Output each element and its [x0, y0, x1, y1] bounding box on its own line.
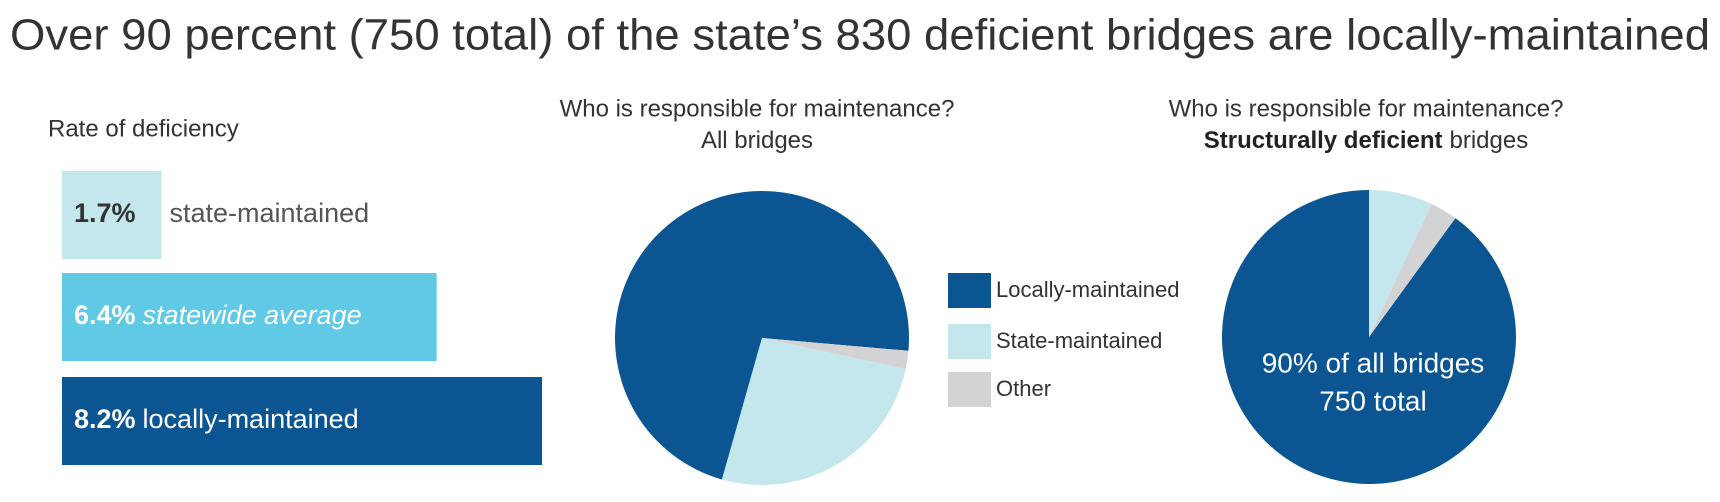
value-label: 1.7%	[74, 198, 136, 228]
annotation: 750 total	[1319, 385, 1426, 416]
category-label: locally-maintained	[143, 404, 359, 434]
pie-slice	[1221, 190, 1516, 484]
chart-subtitle: Structurally deficient bridges	[1204, 127, 1528, 154]
chart-subtitle: All bridges	[701, 127, 813, 154]
bar	[62, 273, 437, 361]
bar	[62, 377, 542, 465]
category-label: state-maintained	[170, 198, 370, 228]
annotation: 90% of all bridges	[1262, 347, 1485, 378]
legend-swatch	[948, 273, 991, 308]
pie-slice	[1369, 203, 1456, 337]
subtitle-bold: Structurally deficient	[1204, 127, 1443, 154]
legend-swatch	[948, 372, 991, 407]
pie-slice	[721, 338, 906, 485]
chart-title: Who is responsible for maintenance?	[1169, 95, 1564, 122]
pie-slice	[615, 190, 909, 480]
bar-label: 6.4% statewide average	[74, 300, 362, 330]
legend-label: Locally-maintained	[996, 277, 1179, 302]
chart-title: Rate of deficiency	[48, 115, 239, 142]
bar-label: 1.7% state-maintained	[74, 198, 369, 228]
legend-swatch	[948, 324, 991, 359]
subtitle: All bridges	[701, 127, 813, 154]
bar	[62, 171, 162, 259]
pie-slice	[1369, 190, 1432, 337]
subtitle: bridges	[1450, 127, 1529, 154]
value-label: 8.2%	[74, 404, 136, 434]
legend-label: Other	[996, 376, 1051, 401]
pie-slice	[762, 338, 909, 370]
page-title: Over 90 percent (750 total) of the state…	[10, 11, 1710, 60]
value-label: 6.4%	[74, 300, 136, 330]
legend-label: State-maintained	[996, 328, 1162, 353]
bar-label: 8.2% locally-maintained	[74, 404, 359, 434]
chart-title: Who is responsible for maintenance?	[560, 95, 955, 122]
category-label: statewide average	[143, 300, 362, 330]
